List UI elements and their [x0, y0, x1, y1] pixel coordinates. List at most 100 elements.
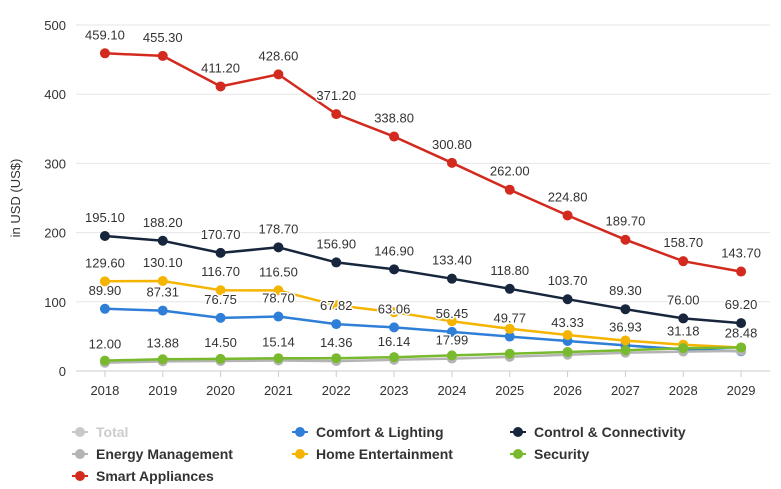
data-point — [446, 326, 457, 337]
data-point — [389, 322, 400, 333]
legend-item-total[interactable]: Total — [72, 421, 128, 443]
data-point — [446, 350, 457, 361]
data-label: 31.18 — [667, 323, 700, 338]
data-point — [562, 294, 573, 305]
data-point — [389, 307, 400, 318]
data-label: 116.70 — [201, 264, 240, 279]
y-tick-label: 400 — [44, 87, 66, 102]
y-axis-title: in USD (US$) — [8, 159, 23, 238]
data-label: 143.70 — [721, 246, 761, 261]
data-point — [504, 323, 515, 334]
data-point — [620, 335, 631, 346]
legend-item-energy-management[interactable]: Energy Management — [72, 443, 233, 465]
data-label: 13.88 — [146, 335, 179, 350]
data-point — [446, 316, 457, 327]
data-label: 12.00 — [89, 337, 122, 352]
legend-label: Security — [534, 446, 590, 462]
data-label: 63.06 — [378, 301, 411, 316]
legend-marker-icon — [510, 448, 526, 460]
data-label: 428.60 — [259, 48, 299, 63]
data-label: 116.50 — [259, 264, 298, 279]
data-label: 371.20 — [316, 88, 356, 103]
data-label: 459.10 — [85, 27, 125, 42]
x-tick-label: 2029 — [727, 383, 756, 398]
legend-marker-icon — [72, 426, 88, 438]
data-label: 78.70 — [262, 291, 295, 306]
data-label: 338.80 — [374, 111, 414, 126]
data-point — [157, 305, 168, 316]
series-line — [103, 279, 743, 349]
data-point — [620, 234, 631, 245]
x-tick-label: 2028 — [669, 383, 698, 398]
data-point — [504, 184, 515, 195]
data-label: 189.70 — [606, 214, 646, 229]
data-point — [331, 109, 342, 120]
legend-label: Home Entertainment — [316, 446, 453, 462]
data-label: 133.40 — [432, 253, 472, 268]
series-line — [103, 346, 743, 362]
data-label: 76.75 — [204, 292, 237, 307]
legend-marker-icon — [510, 426, 526, 438]
data-point — [99, 48, 110, 59]
data-label: 195.10 — [85, 210, 125, 225]
y-tick-label: 100 — [44, 295, 66, 310]
data-point — [620, 345, 631, 356]
data-point — [157, 50, 168, 61]
series-line — [103, 349, 743, 364]
data-point — [678, 313, 689, 324]
data-label: 76.00 — [667, 292, 700, 307]
data-point — [331, 353, 342, 364]
legend-label: Smart Appliances — [96, 468, 214, 484]
data-point — [562, 330, 573, 341]
data-point — [389, 131, 400, 142]
data-point — [678, 256, 689, 267]
data-point — [736, 266, 747, 277]
data-point — [504, 348, 515, 359]
legend-marker-icon — [72, 448, 88, 460]
data-point — [331, 300, 342, 311]
legend-label: Energy Management — [96, 446, 233, 462]
grid-lines — [76, 24, 770, 372]
data-point — [446, 157, 457, 168]
data-point — [273, 242, 284, 253]
legend-item-comfort-lighting[interactable]: Comfort & Lighting — [292, 421, 444, 443]
x-tick-label: 2020 — [206, 383, 235, 398]
data-label: 455.30 — [143, 30, 183, 45]
data-label: 146.90 — [374, 243, 414, 258]
y-axis: 0 100 200 300 400 500 — [44, 18, 66, 379]
x-tick-label: 2027 — [611, 383, 640, 398]
data-label: 14.50 — [204, 335, 237, 350]
data-label: 158.70 — [663, 235, 703, 250]
legend-item-security[interactable]: Security — [510, 443, 589, 465]
data-label: 69.20 — [725, 297, 758, 312]
x-tick-label: 2018 — [90, 383, 119, 398]
legend-item-smart-appliances[interactable]: Smart Appliances — [72, 465, 214, 487]
data-point — [157, 275, 168, 286]
data-label: 17.99 — [436, 333, 469, 348]
x-tick-label: 2025 — [495, 383, 524, 398]
data-point — [215, 312, 226, 323]
data-label: 156.90 — [316, 236, 356, 251]
data-label: 87.31 — [146, 285, 179, 300]
data-point — [273, 353, 284, 364]
data-label: 188.20 — [143, 215, 183, 230]
data-point — [562, 346, 573, 357]
legend-item-control-connectivity[interactable]: Control & Connectivity — [510, 421, 686, 443]
x-tick-label: 2022 — [322, 383, 351, 398]
data-point — [215, 353, 226, 364]
series-line — [103, 234, 743, 325]
data-point — [215, 247, 226, 258]
data-label: 14.36 — [320, 335, 353, 350]
data-point — [504, 283, 515, 294]
data-label: 411.20 — [201, 60, 240, 75]
legend-item-home-entertainment[interactable]: Home Entertainment — [292, 443, 453, 465]
data-label: 16.14 — [378, 334, 411, 349]
legend-label: Total — [96, 424, 129, 440]
x-tick-label: 2021 — [264, 383, 293, 398]
data-point — [331, 257, 342, 268]
data-point — [99, 355, 110, 366]
data-point — [446, 273, 457, 284]
x-tick-label: 2023 — [380, 383, 409, 398]
data-label: 43.33 — [551, 315, 584, 330]
data-point — [389, 352, 400, 363]
